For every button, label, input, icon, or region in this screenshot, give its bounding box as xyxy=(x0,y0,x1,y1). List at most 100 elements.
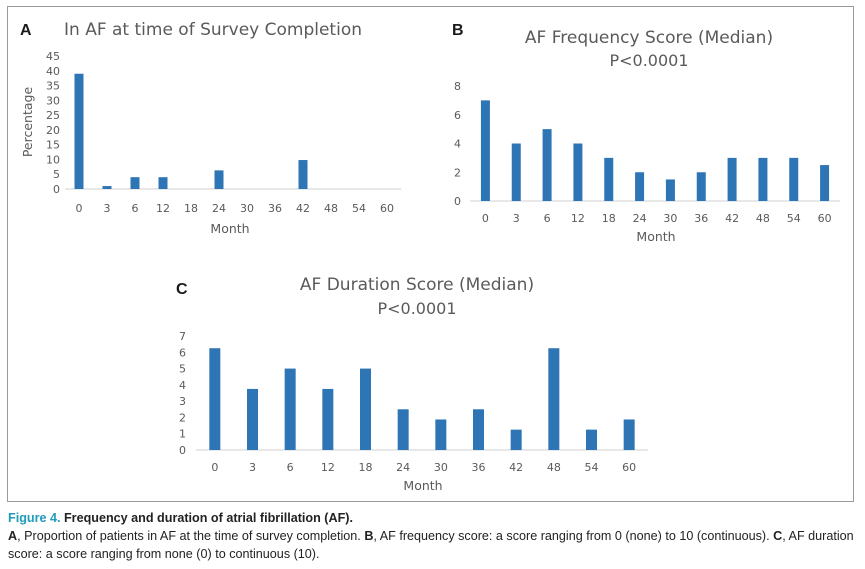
caption-title: Frequency and duration of atrial fibrill… xyxy=(63,511,353,525)
panel-a-x-tick: 42 xyxy=(296,202,310,215)
panel-a-x-tick: 0 xyxy=(76,202,83,215)
panel-b-y-tick: 6 xyxy=(454,109,461,122)
panel-a-x-tick: 12 xyxy=(156,202,170,215)
figure-caption: Figure 4. Frequency and duration of atri… xyxy=(8,509,858,563)
panel-a-xlabel: Month xyxy=(210,221,249,236)
panel-a-y-tick: 45 xyxy=(46,50,60,63)
caption-letter-b: B xyxy=(364,529,374,543)
panel-a-bar-12 xyxy=(158,177,168,189)
caption-letter-c: C xyxy=(773,529,783,543)
panel-b-bar-6 xyxy=(542,129,552,201)
panel-a-y-tick: 35 xyxy=(46,80,60,93)
panel-c-y-tick: 6 xyxy=(179,346,186,359)
panel-c-bar-24 xyxy=(397,409,409,450)
panel-b-x-tick: 60 xyxy=(818,212,832,225)
panel-a-ylabel: Percentage xyxy=(20,87,35,158)
panel-a-x-tick: 30 xyxy=(240,202,254,215)
caption-label: Figure 4. xyxy=(8,511,61,525)
panel-c-x-tick: 3 xyxy=(249,461,256,474)
panel-b-x-tick: 30 xyxy=(663,212,677,225)
panel-c-bar-36 xyxy=(473,409,484,450)
panel-b-bar-12 xyxy=(573,143,583,201)
panel-a-x-tick: 24 xyxy=(212,202,226,215)
panel-b-x-tick: 18 xyxy=(602,212,616,225)
panel-c-bar-18 xyxy=(360,368,371,450)
panel-b-bar-24 xyxy=(635,172,645,201)
panel-c-bar-3 xyxy=(247,388,258,450)
panel-b-x-tick: 42 xyxy=(725,212,739,225)
panel-c-bar-48 xyxy=(548,348,560,450)
panel-c-bar-54 xyxy=(586,429,597,450)
panel-b-x-tick: 6 xyxy=(544,212,551,225)
panel-b-letter: B xyxy=(452,22,464,39)
panel-c-bar-60 xyxy=(623,419,635,450)
panel-a-y-tick: 15 xyxy=(46,139,60,152)
panel-a-y-tick: 20 xyxy=(46,124,60,137)
panel-a-y-tick: 10 xyxy=(46,153,60,166)
panel-c-title: AF Duration Score (Median) xyxy=(300,275,534,295)
panel-b-bar-0 xyxy=(480,100,490,201)
panel-a-x-tick: 6 xyxy=(132,202,139,215)
panel-b-y-tick: 4 xyxy=(454,138,461,151)
panel-c-bar-30 xyxy=(435,419,447,450)
panel-b-y-tick: 2 xyxy=(454,166,461,179)
panel-c-x-tick: 18 xyxy=(359,461,373,474)
panel-c-y-tick: 1 xyxy=(179,428,186,441)
panel-c-bar-0 xyxy=(209,348,221,450)
panel-c-y-tick: 4 xyxy=(179,379,186,392)
panel-b-bar-3 xyxy=(511,143,521,201)
panel-a-x-tick: 54 xyxy=(352,202,366,215)
panel-c-x-tick: 12 xyxy=(321,461,335,474)
panel-a-bar-6 xyxy=(130,177,140,189)
panel-a-x-tick: 36 xyxy=(268,202,282,215)
caption-letter-a: A xyxy=(8,529,18,543)
panel-c-x-tick: 0 xyxy=(211,461,218,474)
panel-c-y-tick: 7 xyxy=(179,330,186,343)
panel-b-x-tick: 36 xyxy=(694,212,708,225)
panel-c-x-tick: 24 xyxy=(396,461,410,474)
panel-c-y-tick: 3 xyxy=(179,395,186,408)
panel-b-title: AF Frequency Score (Median) xyxy=(525,28,773,48)
panel-c-xlabel: Month xyxy=(403,478,442,493)
panel-c-subtitle: P<0.0001 xyxy=(377,299,456,318)
panel-b-bar-30 xyxy=(665,179,675,201)
caption-text-a: , Proportion of patients in AF at the ti… xyxy=(17,529,365,543)
panel-b-xlabel: Month xyxy=(636,229,675,244)
panel-a-bar-24 xyxy=(214,170,224,189)
panel-c-x-tick: 48 xyxy=(547,461,561,474)
panel-a-y-tick: 40 xyxy=(46,65,60,78)
panel-c-x-tick: 30 xyxy=(434,461,448,474)
panel-c-x-tick: 6 xyxy=(287,461,294,474)
panel-a-y-tick: 25 xyxy=(46,109,60,122)
caption-text-c: , AF duration score: a score ranging fro… xyxy=(8,529,854,561)
panel-c-x-tick: 60 xyxy=(622,461,636,474)
panel-c-bar-6 xyxy=(284,368,296,450)
panel-c-y-tick: 2 xyxy=(179,411,186,424)
panel-b-subtitle: P<0.0001 xyxy=(609,51,688,70)
panel-b-x-tick: 54 xyxy=(787,212,801,225)
panel-b-bar-36 xyxy=(696,172,706,201)
charts-svg: A In AF at time of Survey Completion05101… xyxy=(20,20,840,493)
panel-c-bar-12 xyxy=(322,388,334,450)
panel-b-bar-54 xyxy=(789,157,799,201)
panel-a-x-tick: 60 xyxy=(380,202,394,215)
panel-c-y-tick: 0 xyxy=(179,444,186,457)
panel-b-y-tick: 8 xyxy=(454,80,461,93)
panel-a-y-tick: 0 xyxy=(53,183,60,196)
panel-c-bar-42 xyxy=(510,429,522,450)
panel-c-x-tick: 42 xyxy=(509,461,523,474)
panel-b-x-tick: 3 xyxy=(513,212,520,225)
panel-a-x-tick: 3 xyxy=(104,202,111,215)
panel-b-x-tick: 0 xyxy=(482,212,489,225)
panel-b-x-tick: 24 xyxy=(633,212,647,225)
panel-a-bar-42 xyxy=(298,160,308,189)
panel-b-x-tick: 12 xyxy=(571,212,585,225)
panel-a-x-tick: 18 xyxy=(184,202,198,215)
panel-a-y-tick: 5 xyxy=(53,168,60,181)
panel-b-bar-42 xyxy=(727,157,737,201)
caption-text-b: , AF frequency score: a score ranging fr… xyxy=(373,529,774,543)
panel-a-title: In AF at time of Survey Completion xyxy=(64,20,362,40)
chart-frame xyxy=(7,6,854,502)
panel-a-y-tick: 30 xyxy=(46,94,60,107)
